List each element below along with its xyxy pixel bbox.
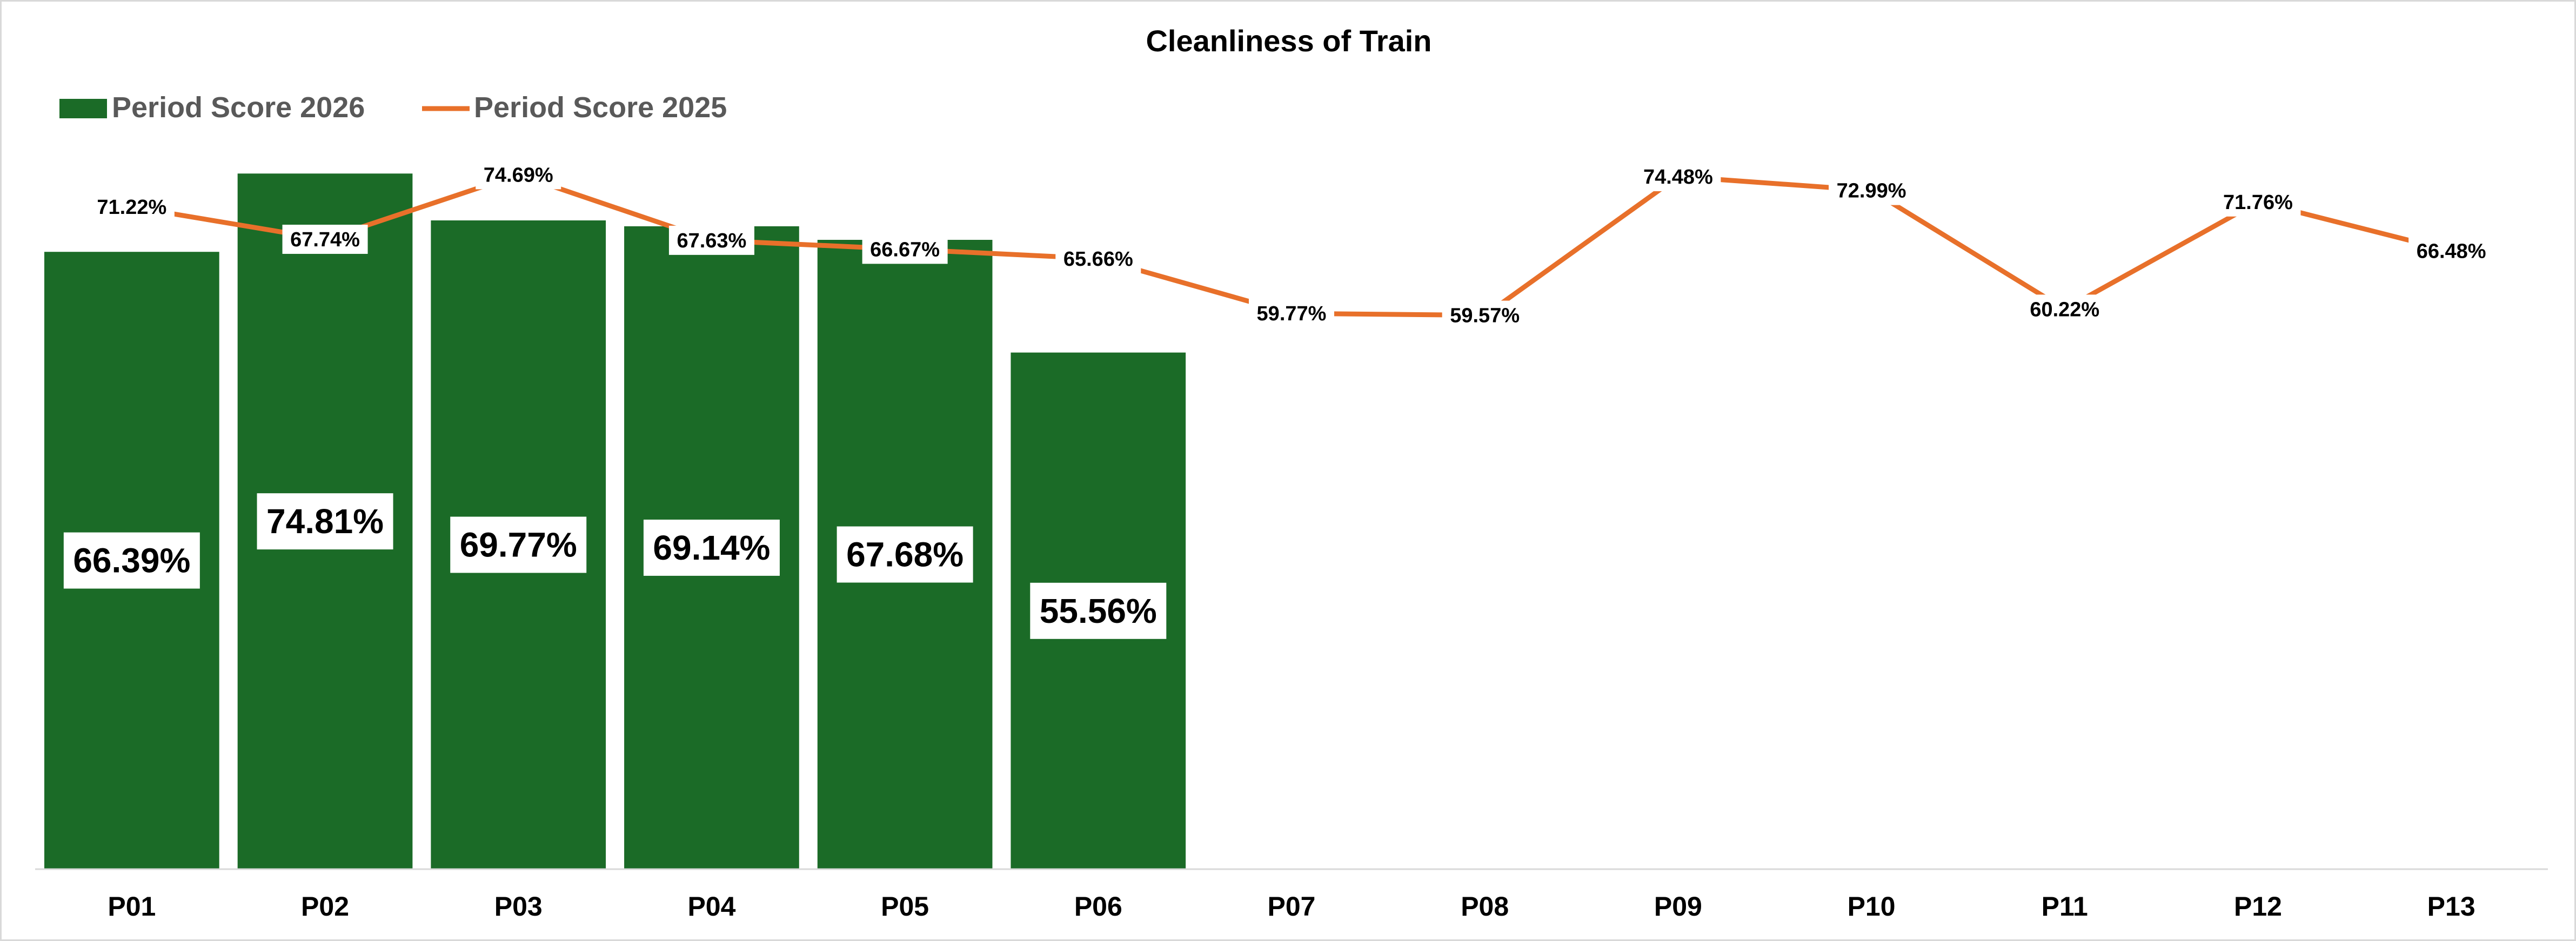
bar-data-labels: 66.39% 74.81% 69.77% 69.14% 67.68% 55.56% <box>63 493 1167 639</box>
line-label-P12: 71.76% <box>2215 187 2301 217</box>
line-label-P05: 66.67% <box>862 234 948 264</box>
x-tick-P04: P04 <box>687 891 735 922</box>
line-label-box <box>282 224 368 254</box>
line-label-P02: 67.74% <box>282 224 368 254</box>
legend-item-2026: Period Score 2026 <box>59 91 365 124</box>
line-label-P10: 72.99% <box>1829 176 1915 205</box>
line-label-box <box>1635 162 1721 191</box>
line-label-box <box>2215 187 2301 217</box>
line-label-text: 59.57% <box>1450 305 1520 327</box>
line-label-text: 71.76% <box>2223 191 2293 214</box>
chart-title: Cleanliness of Train <box>1146 24 1431 58</box>
line-label-P04: 67.63% <box>668 225 754 255</box>
line-label-P09: 74.48% <box>1635 162 1721 191</box>
bar-label-text: 69.77% <box>460 526 577 564</box>
line-label-text: 74.69% <box>484 164 553 186</box>
line-label-P11: 60.22% <box>2022 294 2107 324</box>
line-label-box <box>2022 294 2107 324</box>
legend-swatch-bar <box>59 99 107 118</box>
x-tick-P07: P07 <box>1268 891 1316 922</box>
line-label-text: 67.63% <box>677 230 746 252</box>
bar-label-box <box>837 526 973 583</box>
legend-item-2025: Period Score 2025 <box>422 91 727 124</box>
legend-label-2026: Period Score 2026 <box>112 91 365 124</box>
line-label-P01: 71.22% <box>89 192 175 222</box>
line-label-text: 60.22% <box>2030 298 2099 321</box>
line-label-text: 65.66% <box>1063 248 1133 271</box>
x-tick-P09: P09 <box>1654 891 1702 922</box>
bar-label-box <box>63 532 200 589</box>
line-label-text: 66.67% <box>870 238 940 261</box>
legend-label-2025: Period Score 2025 <box>474 91 727 124</box>
bar-label-box <box>257 493 393 550</box>
line-label-P08: 59.57% <box>1442 300 1528 330</box>
line-label-text: 59.77% <box>1257 303 1327 325</box>
bar-label-text: 74.81% <box>266 502 384 541</box>
x-tick-P11: P11 <box>2042 891 2088 922</box>
line-label-box <box>1055 244 1141 273</box>
bar-label-text: 66.39% <box>73 541 190 580</box>
line-label-box <box>476 160 561 190</box>
line-label-box <box>1442 300 1528 330</box>
bar-label-P03: 69.77% <box>450 516 587 573</box>
x-tick-P06: P06 <box>1074 891 1122 922</box>
line-label-box <box>862 234 948 264</box>
bar-label-text: 55.56% <box>1040 592 1157 630</box>
bar-label-box <box>643 519 780 576</box>
line-label-box <box>2408 236 2494 266</box>
bar-label-text: 67.68% <box>846 535 964 574</box>
x-tick-P12: P12 <box>2234 891 2282 922</box>
bar-label-P06: 55.56% <box>1030 582 1167 639</box>
legend: Period Score 2026 Period Score 2025 <box>59 91 727 124</box>
bar-label-P04: 69.14% <box>643 519 780 576</box>
line-label-P13: 66.48% <box>2408 236 2494 266</box>
line-label-box <box>1829 176 1915 205</box>
line-label-box <box>1249 299 1334 328</box>
x-tick-P02: P02 <box>301 891 349 922</box>
bar-label-P01: 66.39% <box>63 532 200 589</box>
bar-label-P02: 74.81% <box>257 493 393 550</box>
x-tick-P03: P03 <box>494 891 543 922</box>
x-tick-P13: P13 <box>2427 891 2475 922</box>
bar-series <box>44 173 1186 870</box>
x-axis-ticks: P01 P02 P03 P04 P05 P06 P07 P08 P09 P10 P11 P12 P13 <box>108 891 2475 922</box>
line-label-P03: 74.69% <box>476 160 561 190</box>
bar-label-box <box>1030 582 1167 639</box>
line-label-text: 66.48% <box>2417 240 2486 263</box>
line-label-box <box>668 225 754 255</box>
line-label-box <box>89 192 175 222</box>
x-tick-P10: P10 <box>1848 891 1896 922</box>
line-label-text: 67.74% <box>290 228 360 251</box>
bar-label-text: 69.14% <box>653 528 770 567</box>
bar-label-box <box>450 516 587 573</box>
line-label-P06: 65.66% <box>1055 244 1141 273</box>
line-data-labels: 71.22% 67.74% 74.69% 67.63% 66.67% 65.66% 59.7… <box>89 160 2494 330</box>
line-label-text: 74.48% <box>1643 166 1713 189</box>
x-tick-P05: P05 <box>881 891 929 922</box>
line-label-P07: 59.77% <box>1249 299 1334 328</box>
x-tick-P08: P08 <box>1461 891 1509 922</box>
bar-label-P05: 67.68% <box>837 526 973 583</box>
line-label-text: 71.22% <box>97 196 166 219</box>
line-label-text: 72.99% <box>1837 180 1906 203</box>
x-tick-P01: P01 <box>108 891 156 922</box>
